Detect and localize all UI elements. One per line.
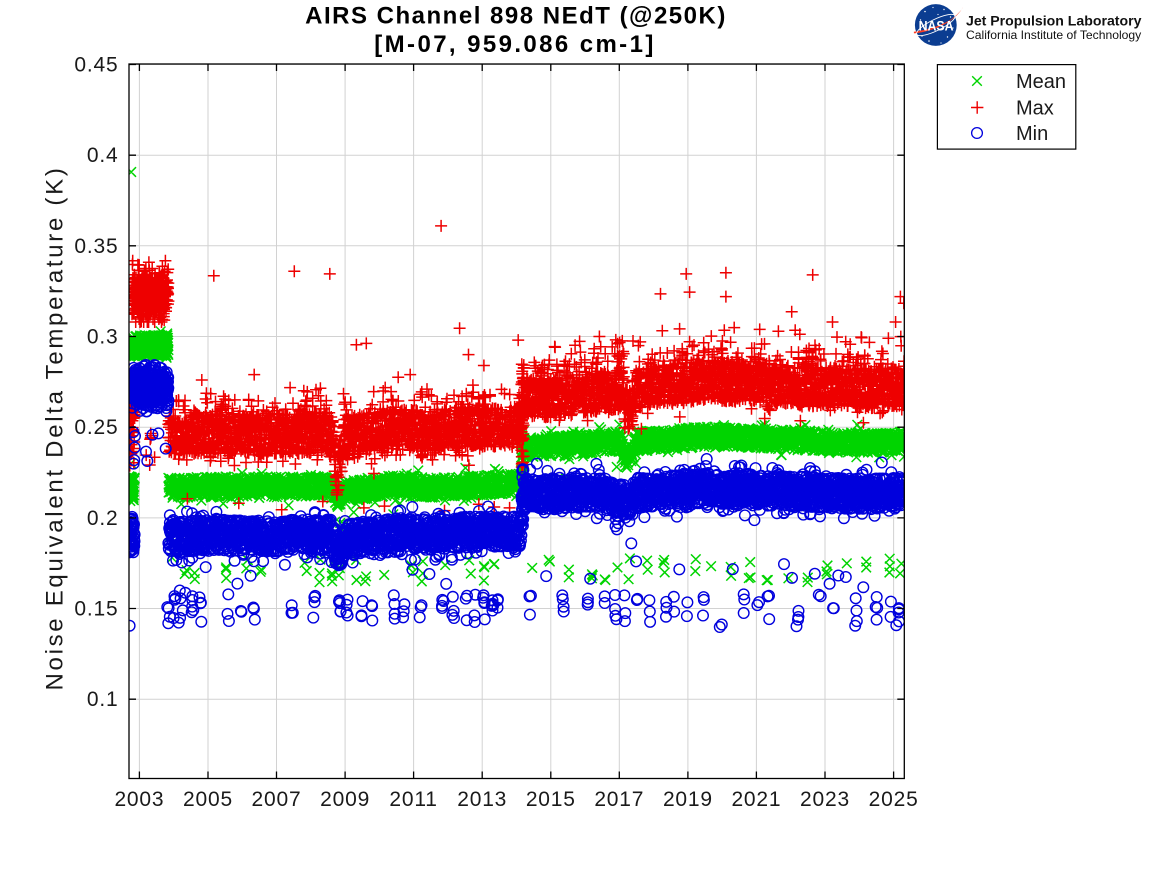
svg-text:0.2: 0.2 xyxy=(87,507,119,530)
svg-text:2023: 2023 xyxy=(800,788,850,811)
svg-text:2003: 2003 xyxy=(114,788,164,811)
svg-text:Mean: Mean xyxy=(1016,71,1066,93)
svg-text:2007: 2007 xyxy=(252,788,302,811)
svg-text:Max: Max xyxy=(1016,98,1054,120)
svg-text:0.4: 0.4 xyxy=(87,144,119,167)
svg-text:2021: 2021 xyxy=(731,788,781,811)
svg-text:2019: 2019 xyxy=(663,788,713,811)
svg-text:California Institute of Techno: California Institute of Technology xyxy=(966,28,1142,42)
svg-text:[M-07, 959.086 cm-1]: [M-07, 959.086 cm-1] xyxy=(374,31,655,58)
svg-text:2013: 2013 xyxy=(457,788,507,811)
svg-text:Noise Equivalent Delta Tempera: Noise Equivalent Delta Temperature (K) xyxy=(42,165,69,690)
svg-text:0.15: 0.15 xyxy=(74,598,118,621)
svg-text:2011: 2011 xyxy=(389,788,437,811)
svg-text:0.35: 0.35 xyxy=(74,235,118,258)
svg-text:0.3: 0.3 xyxy=(87,326,119,349)
svg-text:2017: 2017 xyxy=(594,788,644,811)
svg-text:0.45: 0.45 xyxy=(74,54,118,77)
svg-text:2015: 2015 xyxy=(526,788,576,811)
svg-text:2009: 2009 xyxy=(320,788,370,811)
svg-text:AIRS Channel 898 NEdT (@250K): AIRS Channel 898 NEdT (@250K) xyxy=(305,3,727,30)
svg-text:0.25: 0.25 xyxy=(74,416,118,439)
svg-text:NASA: NASA xyxy=(919,19,954,34)
svg-text:2025: 2025 xyxy=(869,788,919,811)
svg-text:Min: Min xyxy=(1016,123,1048,145)
svg-text:2005: 2005 xyxy=(183,788,233,811)
svg-text:0.1: 0.1 xyxy=(87,688,119,711)
svg-text:Jet Propulsion Laboratory: Jet Propulsion Laboratory xyxy=(966,13,1142,29)
